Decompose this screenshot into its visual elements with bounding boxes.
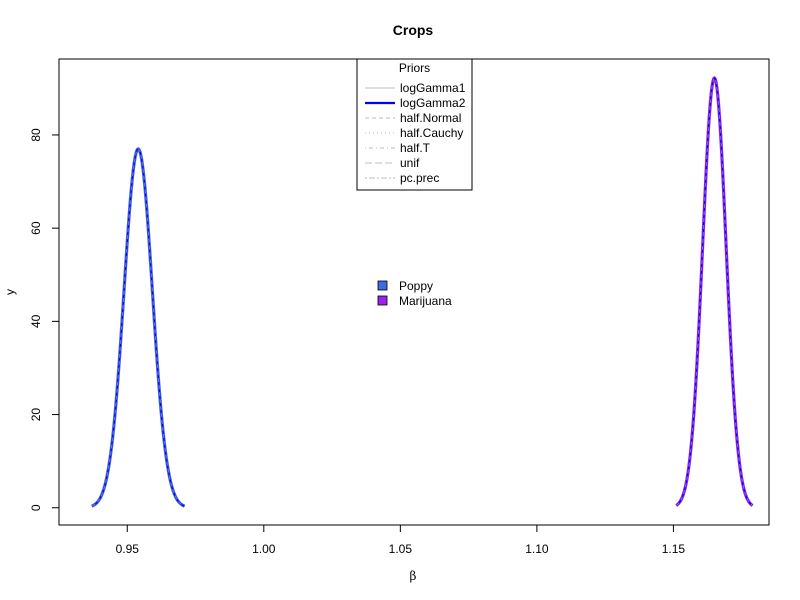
x-axis-label: β	[410, 569, 417, 583]
y-axis: 0 20 40 60 80	[29, 128, 60, 511]
y-tick-label: 80	[29, 128, 43, 142]
density-curve-marijuana-fill	[675, 76, 754, 507]
x-tick-label: 1.05	[389, 542, 413, 556]
crops-legend-label: Marijuana	[399, 294, 452, 308]
priors-legend-label: half.Normal	[400, 111, 461, 125]
crops-legend-swatch	[377, 295, 388, 306]
priors-legend-label: half.T	[400, 141, 431, 155]
priors-legend-label: half.Cauchy	[400, 126, 463, 140]
x-axis: 0.95 1.00 1.05 1.10 1.15	[116, 524, 686, 556]
density-curves	[91, 76, 754, 508]
y-tick-label: 40	[29, 314, 43, 328]
x-tick-label: 0.95	[116, 542, 140, 556]
crops-legend-label: Poppy	[399, 279, 433, 293]
priors-legend-label: logGamma1	[400, 81, 466, 95]
priors-legend: PriorslogGamma1logGamma2half.Normalhalf.…	[356, 58, 473, 191]
density-curve-marijuana	[675, 77, 753, 507]
chart-title: Crops	[393, 22, 434, 38]
priors-legend-label: unif	[400, 156, 420, 170]
density-curve-poppy	[91, 148, 185, 507]
priors-legend-title: Priors	[399, 61, 430, 75]
priors-legend-label: logGamma2	[400, 96, 466, 110]
x-tick-label: 1.10	[525, 542, 549, 556]
priors-legend-label: pc.prec	[400, 171, 439, 185]
x-tick-label: 1.00	[252, 542, 276, 556]
density-curve-marijuana-overlay	[675, 77, 753, 506]
x-tick-label: 1.15	[662, 542, 686, 556]
y-tick-label: 60	[29, 221, 43, 235]
y-tick-label: 0	[29, 504, 43, 511]
crops-legend-swatch	[377, 280, 388, 291]
y-tick-label: 20	[29, 408, 43, 422]
density-curve-poppy-overlay	[91, 148, 185, 507]
y-axis-label: y	[3, 289, 17, 295]
density-curve-poppy-fill	[91, 147, 186, 508]
priors-legend-box	[356, 58, 473, 191]
